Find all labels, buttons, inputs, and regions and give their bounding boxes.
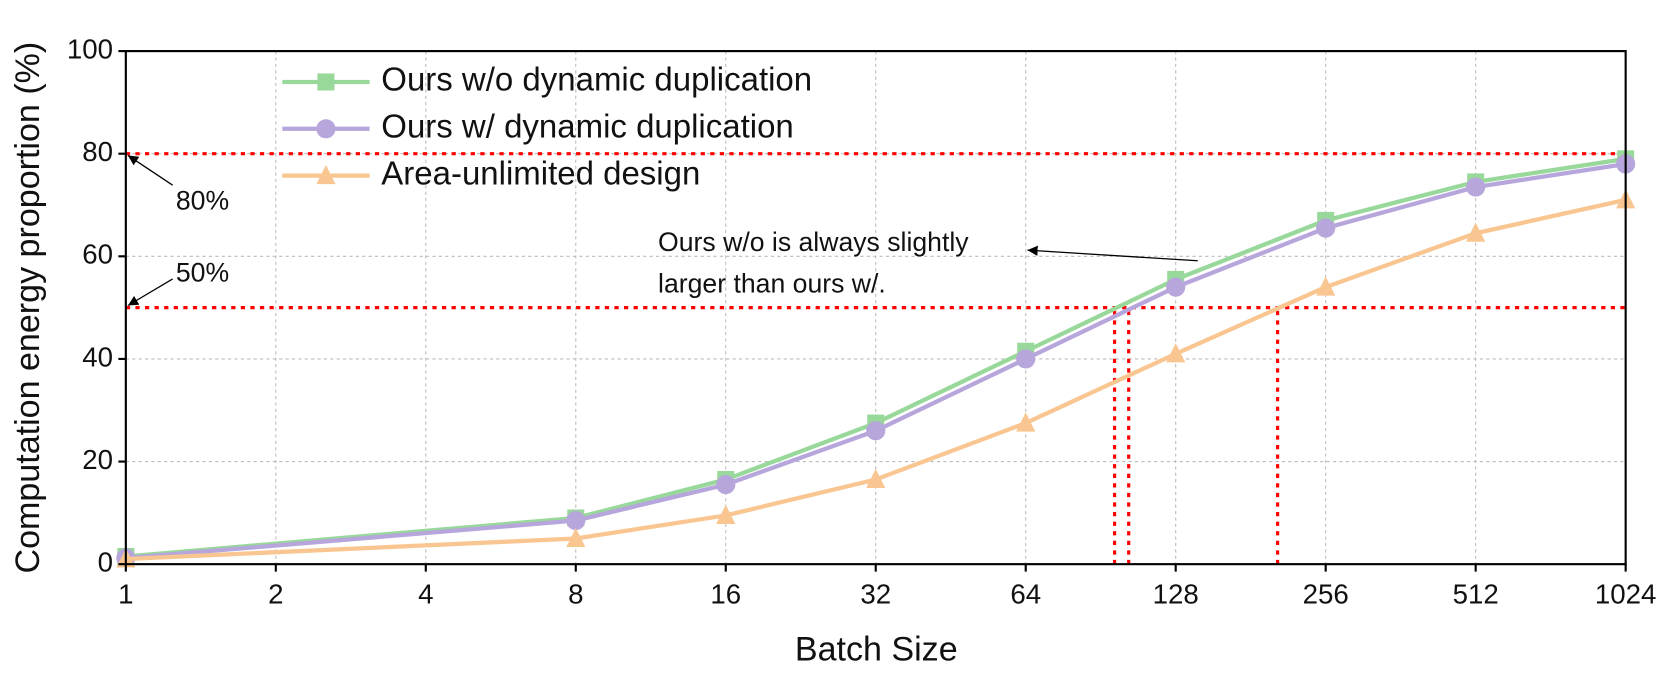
marker (1166, 343, 1186, 363)
x-tick-label: 1024 (1595, 578, 1657, 609)
marker (716, 504, 736, 524)
marker (317, 73, 335, 91)
annotation-arrow (1027, 245, 1198, 262)
marker (566, 510, 586, 531)
y-tick-label: 0 (98, 546, 113, 577)
y-tick-label: 80 (82, 136, 113, 167)
plot (116, 150, 1636, 568)
marker (316, 119, 336, 139)
marker (1016, 412, 1036, 432)
marker (1466, 222, 1486, 242)
y-tick-label: 100 (67, 33, 113, 64)
x-tick-label: 16 (710, 578, 741, 609)
x-tick-label: 64 (1010, 578, 1041, 609)
marker (1466, 177, 1486, 197)
annotation-arrow (127, 154, 174, 186)
x-tick-label: 32 (860, 578, 891, 609)
annotation: larger than ours w/. (658, 268, 886, 298)
axes: 1 2 4 8 16 32 64 128 256 512 1024 0 20 40 60 80 100 (67, 33, 1657, 609)
x-tick-label: 256 (1303, 578, 1349, 609)
y-tick-label: 20 (82, 444, 113, 475)
legend: Ours w/o dynamic duplication Ours w/ dyna… (282, 61, 812, 191)
reference-lines (125, 152, 1626, 565)
y-axis-label: Computation energy proportion (%) (9, 42, 47, 574)
annotation: 50% (176, 258, 229, 288)
marker (566, 527, 586, 548)
marker (716, 475, 736, 495)
legend-label: Ours w/o dynamic duplication (381, 61, 812, 98)
marker (1316, 276, 1336, 296)
marker (1166, 277, 1186, 297)
x-tick-label: 128 (1153, 578, 1199, 609)
marker (1016, 349, 1036, 369)
x-axis-label: Batch Size (795, 630, 958, 668)
y-tick-label: 40 (82, 341, 113, 372)
annotation-arrow (127, 278, 173, 307)
marker (316, 164, 336, 185)
x-tick-label: 512 (1453, 578, 1499, 609)
marker (866, 421, 886, 441)
x-tick-label: 1 (118, 578, 133, 609)
legend-label: Ours w/ dynamic duplication (381, 108, 793, 145)
y-tick-label: 60 (82, 239, 113, 270)
marker (1316, 218, 1336, 238)
x-tick-label: 4 (418, 578, 433, 609)
annotation: 80% (176, 185, 229, 215)
marker (866, 468, 886, 489)
x-tick-label: 8 (568, 578, 583, 609)
legend-label: Area-unlimited design (381, 154, 700, 191)
annotation: Ours w/o is always slightly (658, 227, 969, 257)
x-tick-label: 2 (268, 578, 283, 609)
